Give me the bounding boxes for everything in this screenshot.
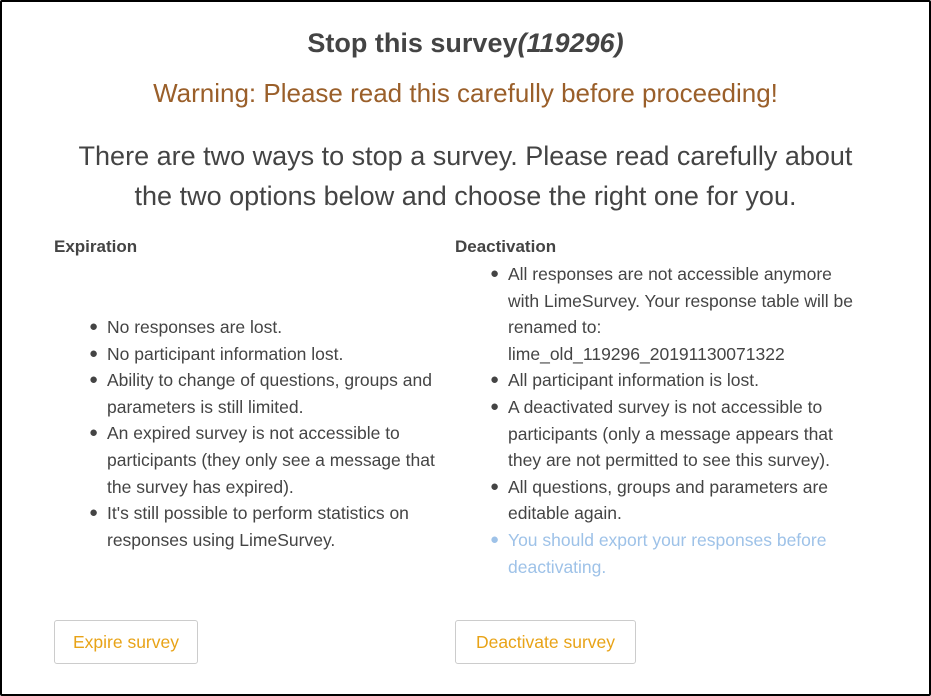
list-item: ● A deactivated survey is not accessible …: [490, 396, 833, 471]
list-item: ● All participant information is lost.: [490, 370, 759, 391]
page-title: Stop this survey(119296): [2, 28, 929, 59]
deactivate-survey-button[interactable]: Deactivate survey: [455, 620, 636, 664]
expiration-column: Expiration ● No responses are lost. ● No p…: [54, 236, 454, 553]
list-item: ● No participant information lost.: [89, 343, 344, 364]
deactivation-list: ● All responses are not accessible anymor…: [455, 261, 858, 580]
deactivation-heading: Deactivation: [455, 237, 557, 256]
warning-message: Warning: Please read this carefully befo…: [153, 78, 778, 108]
list-item: ● No responses are lost.: [89, 317, 283, 337]
title-text: Stop this survey: [307, 28, 518, 58]
export-notice: ● You should export your responses before…: [490, 529, 827, 577]
list-item: ● All questions, groups and parameters ar…: [490, 476, 829, 524]
intro-text: There are two ways to stop a survey. Ple…: [78, 141, 853, 211]
survey-id: (119296): [517, 28, 624, 58]
deactivation-column: Deactivation ● All responses are not acce…: [455, 236, 855, 580]
list-item: ● All responses are not accessible anymor…: [490, 264, 854, 364]
list-item: ● Ability to change of questions, groups …: [89, 370, 432, 417]
list-item: ● It's still possible to perform statisti…: [89, 503, 409, 550]
expiration-heading: Expiration: [54, 237, 138, 256]
list-item: ● An expired survey is not accessible to …: [89, 423, 435, 497]
expire-survey-button[interactable]: Expire survey: [54, 620, 198, 664]
expiration-list: ● No responses are lost. ● No participant …: [54, 314, 452, 553]
